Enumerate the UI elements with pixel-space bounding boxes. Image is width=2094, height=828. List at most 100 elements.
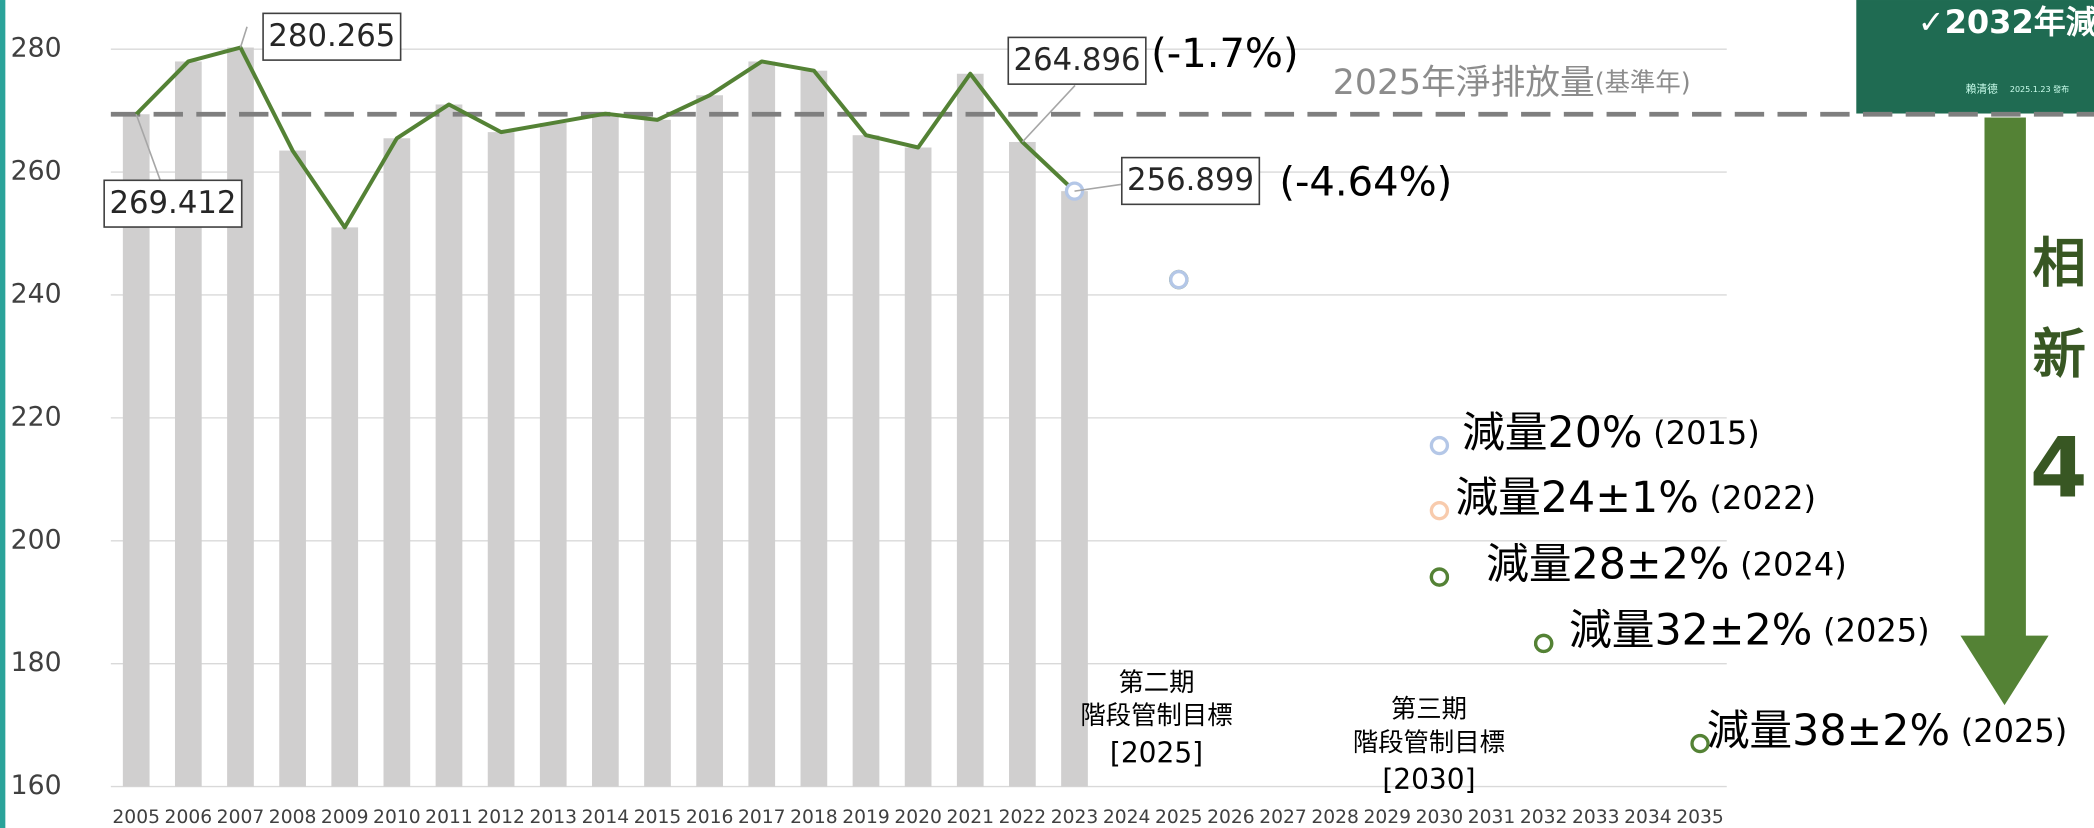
target-point (1536, 635, 1552, 651)
target-label: 減量24±1% (2022) (1455, 472, 1816, 522)
bar (957, 74, 984, 787)
target-point (1692, 736, 1708, 752)
target-point (1431, 503, 1447, 519)
target-name: 減量28±2% (1486, 539, 1729, 589)
x-tick-label: 2010 (373, 807, 421, 828)
edge (0, 0, 5, 828)
y-tick-label: 220 (11, 401, 62, 432)
target-name: 減量24±1% (1455, 472, 1698, 522)
baseline-text: 2025年淨排放量 (1333, 63, 1595, 103)
x-tick-label: 2022 (999, 807, 1047, 828)
target-note: (2025) (1823, 612, 1930, 650)
target-name: 減量38±2% (1707, 705, 1950, 755)
x-tick-label: 2028 (1311, 807, 1359, 828)
y-tick-label: 200 (11, 524, 62, 555)
x-tick-label: 2029 (1363, 807, 1411, 828)
y-tick-label: 240 (11, 278, 62, 309)
target-name: 減量20% (1462, 407, 1642, 457)
bar (801, 71, 828, 787)
data-label: 269.412 (109, 185, 236, 221)
target-label: 減量38±2% (2025) (1707, 705, 2068, 755)
bar (488, 132, 515, 786)
arrow-shaft (1984, 118, 2025, 639)
x-tick-label: 2018 (790, 807, 838, 828)
baseline-note: (基準年) (1595, 67, 1691, 97)
bar (436, 104, 463, 786)
panel-date: 2025.1.23 發布 (2010, 84, 2069, 94)
target-name: 減量32±2% (1569, 605, 1812, 655)
panel-side: 4 (2030, 420, 2088, 517)
x-tick-label: 2031 (1468, 807, 1516, 828)
bar (1061, 191, 1088, 786)
y-tick-label: 280 (11, 33, 62, 64)
panel-side: 相 (2033, 232, 2086, 295)
x-tick-label: 2009 (321, 807, 369, 828)
label-leader (240, 27, 247, 48)
x-tick-label: 2034 (1624, 807, 1672, 828)
annotation: (-4.64%) (1279, 159, 1452, 205)
target-point (1431, 569, 1447, 585)
bar (383, 138, 410, 786)
baseline-label: 2025年淨排放量(基準年) (1333, 63, 1691, 103)
bar (227, 48, 254, 787)
x-tick-label: 2033 (1572, 807, 1620, 828)
bar (696, 95, 723, 786)
target-point (1171, 272, 1187, 288)
phase-year: [2025] (1110, 737, 1203, 770)
bar (540, 123, 567, 787)
phase-label: 階段管制目標 (1353, 727, 1505, 757)
x-tick-label: 2027 (1259, 807, 1307, 828)
page: ✓2032年減量3 賴清德 2025.1.23 發布 相 新 4 160 180 2… (0, 0, 2094, 828)
x-tick-label: 2008 (269, 807, 317, 828)
data-label: 280.265 (268, 18, 395, 54)
y-tick-label: 180 (11, 647, 62, 678)
x-tick-label: 2014 (582, 807, 630, 828)
arrow-head (1960, 636, 2048, 705)
bar (279, 151, 306, 787)
x-tick-label: 2016 (686, 807, 734, 828)
target-note: (2015) (1653, 414, 1760, 452)
phase-year: [2030] (1382, 763, 1475, 796)
bar (853, 135, 880, 786)
target-point (1431, 438, 1447, 454)
x-tick-label: 2012 (477, 807, 525, 828)
x-tick-label: 2007 (217, 807, 265, 828)
annotation: (-1.7%) (1151, 31, 1298, 77)
x-tick-label: 2020 (894, 807, 942, 828)
panel-heading: ✓2032年減量3 (1918, 3, 2094, 41)
x-tick-label: 2026 (1207, 807, 1255, 828)
data-label: 264.896 (1014, 42, 1141, 78)
bar (748, 61, 775, 786)
x-tick-label: 2017 (738, 807, 786, 828)
panel-byline: 賴清德 (1966, 82, 1998, 95)
x-tick-label: 2025 (1155, 807, 1203, 828)
x-tick-label: 2011 (425, 807, 473, 828)
y-tick-label: 260 (11, 156, 62, 187)
target-label: 減量32±2% (2025) (1569, 605, 1930, 655)
x-tick-label: 2005 (112, 807, 160, 828)
bar (175, 61, 202, 786)
x-tick-label: 2021 (946, 807, 994, 828)
y-tick-label: 160 (11, 770, 62, 801)
x-tick-label: 2019 (842, 807, 890, 828)
chart: ✓2032年減量3 賴清德 2025.1.23 發布 相 新 4 160 180 2… (0, 0, 2094, 828)
x-tick-label: 2024 (1103, 807, 1151, 828)
phase-label: 階段管制目標 (1080, 700, 1232, 730)
x-tick-label: 2015 (634, 807, 682, 828)
bar (644, 120, 671, 787)
phase-name: 第三期 (1391, 693, 1467, 723)
x-tick-label: 2013 (529, 807, 577, 828)
bar (1009, 142, 1036, 787)
data-label: 256.899 (1127, 162, 1254, 198)
bar (331, 227, 358, 786)
target-note: (2025) (1961, 712, 2068, 750)
x-tick-label: 2006 (165, 807, 213, 828)
panel-side: 新 (2033, 323, 2086, 386)
target-note: (2022) (1709, 479, 1816, 517)
x-tick-label: 2035 (1676, 807, 1724, 828)
bar (905, 147, 932, 786)
phase-name: 第二期 (1118, 667, 1194, 697)
x-tick-label: 2032 (1520, 807, 1568, 828)
x-tick-label: 2030 (1416, 807, 1464, 828)
target-label: 減量20% (2015) (1462, 407, 1760, 457)
